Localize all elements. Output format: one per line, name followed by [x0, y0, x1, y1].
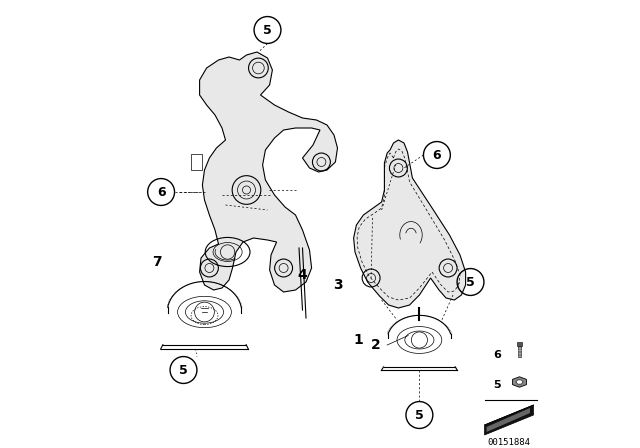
Text: 00151884: 00151884 [488, 438, 531, 447]
Text: 3: 3 [333, 278, 342, 292]
Text: 5: 5 [466, 276, 475, 289]
Bar [191, 154, 202, 170]
Text: 6: 6 [493, 350, 502, 360]
Polygon shape [513, 377, 527, 387]
Text: 6: 6 [433, 148, 441, 161]
Text: 5: 5 [263, 23, 272, 36]
Polygon shape [353, 140, 466, 308]
Text: 1: 1 [354, 333, 364, 347]
Text: 6: 6 [157, 185, 165, 198]
Text: 5: 5 [179, 363, 188, 376]
Text: 5: 5 [493, 380, 501, 390]
Text: 7: 7 [152, 255, 162, 269]
Text: 4: 4 [298, 268, 307, 282]
Polygon shape [484, 405, 534, 435]
Bar [518, 346, 521, 357]
Polygon shape [516, 380, 523, 384]
Text: 2: 2 [371, 338, 381, 352]
Text: 5: 5 [415, 409, 424, 422]
Polygon shape [486, 408, 530, 432]
Polygon shape [200, 52, 337, 292]
Bar [517, 342, 522, 346]
